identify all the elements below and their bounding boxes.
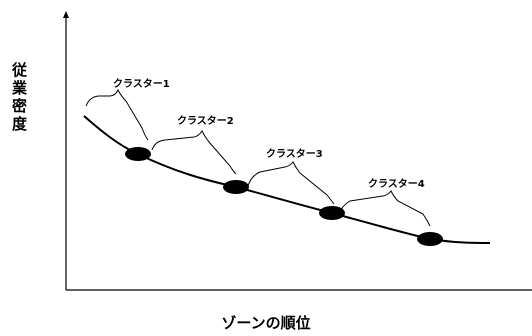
- y-axis-label: 従業密度: [10, 62, 28, 134]
- boundary-point-2: [223, 180, 249, 194]
- cluster-brace-1: [85, 88, 149, 141]
- boundary-point-3: [319, 206, 345, 220]
- cluster-label-3: クラスター3: [266, 148, 323, 160]
- y-axis-arrowhead: [63, 11, 69, 18]
- boundary-point-1: [125, 147, 151, 161]
- cluster-label-1: クラスター1: [113, 78, 170, 90]
- boundary-point-4: [417, 232, 443, 246]
- cluster-label-2: クラスター2: [177, 115, 234, 127]
- cluster-brace-3: [247, 161, 335, 205]
- cluster-brace-2: [151, 129, 237, 175]
- cluster-brace-4: [337, 190, 431, 227]
- x-axis-label: ゾーンの順位: [221, 314, 311, 332]
- cluster-label-4: クラスター4: [368, 178, 425, 190]
